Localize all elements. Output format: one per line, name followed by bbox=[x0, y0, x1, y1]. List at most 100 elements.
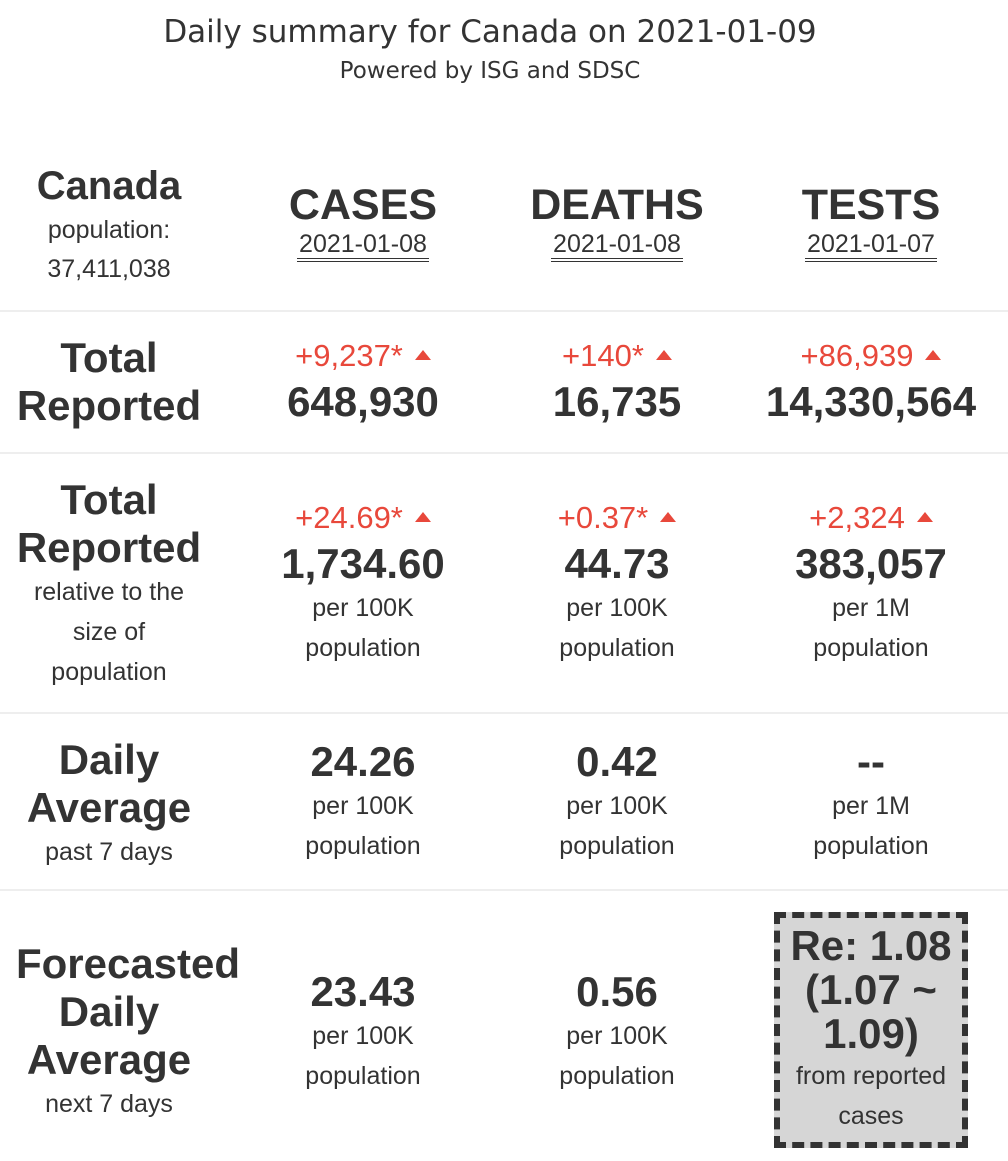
unit-text: per 1M bbox=[832, 594, 910, 622]
row-divider bbox=[0, 452, 1008, 454]
unit-text: population bbox=[305, 832, 421, 860]
tests-daily-average-value: -- bbox=[857, 738, 885, 785]
unit-text: population bbox=[813, 832, 929, 860]
unit-text: per 1M bbox=[832, 792, 910, 820]
deaths-relative-cell: +0.37* 44.73 per 100K population bbox=[490, 496, 744, 668]
population-label: population: bbox=[47, 216, 171, 244]
row-label-sub: size of bbox=[72, 618, 146, 646]
cases-date: 2021-01-08 bbox=[297, 230, 429, 262]
unit-text: population bbox=[559, 1062, 675, 1090]
re-range-start: (1.07 ~ bbox=[805, 966, 937, 1013]
row-label-line: Daily bbox=[58, 736, 160, 783]
tests-total-value: 14,330,564 bbox=[765, 378, 977, 425]
triangle-up-icon bbox=[925, 349, 942, 360]
row-label-line: Average bbox=[26, 784, 192, 831]
row-label-line: Reported bbox=[16, 524, 202, 571]
delta-text: +0.37* bbox=[557, 500, 649, 535]
tests-total-delta: +86,939 bbox=[744, 334, 998, 378]
deaths-relative-value: 44.73 bbox=[564, 540, 670, 587]
row-label-sub: next 7 days bbox=[45, 1090, 173, 1118]
cases-total-delta: +9,237* bbox=[236, 334, 490, 378]
delta-text: +2,324 bbox=[809, 500, 905, 535]
cases-forecast-value: 23.43 bbox=[310, 968, 416, 1015]
deaths-total-delta: +140* bbox=[490, 334, 744, 378]
triangle-up-icon bbox=[414, 349, 431, 360]
deaths-relative-delta: +0.37* bbox=[490, 496, 744, 540]
daily-average-label: Daily Average past 7 days bbox=[0, 736, 218, 872]
deaths-forecast-value: 0.56 bbox=[576, 968, 658, 1015]
unit-text: per 100K bbox=[312, 792, 414, 820]
unit-text: population bbox=[559, 832, 675, 860]
cases-relative-cell: +24.69* 1,734.60 per 100K population bbox=[236, 496, 490, 668]
population-value: 37,411,038 bbox=[47, 255, 171, 283]
tests-column-header: TESTS 2021-01-07 bbox=[744, 180, 998, 262]
cases-header: CASES bbox=[288, 181, 438, 229]
tests-relative-cell: +2,324 383,057 per 1M population bbox=[744, 496, 998, 668]
delta-text: +24.69* bbox=[295, 500, 403, 535]
re-estimate-box: Re: 1.08 (1.07 ~ 1.09) from reported cas… bbox=[774, 912, 968, 1148]
relative-label: Total Reported relative to the size of p… bbox=[0, 476, 218, 692]
unit-text: per 100K bbox=[566, 792, 668, 820]
page-title: Daily summary for Canada on 2021-01-09 bbox=[163, 14, 817, 50]
triangle-up-icon bbox=[655, 349, 672, 360]
tests-relative-delta: +2,324 bbox=[744, 496, 998, 540]
tests-relative-value: 383,057 bbox=[795, 540, 947, 587]
unit-text: population bbox=[813, 634, 929, 662]
unit-text: per 100K bbox=[566, 1022, 668, 1050]
cases-daily-average-value: 24.26 bbox=[310, 738, 416, 785]
row-label-line: Forecasted bbox=[15, 940, 241, 987]
page-subtitle: Powered by ISG and SDSC bbox=[339, 58, 641, 84]
unit-text: population bbox=[559, 634, 675, 662]
deaths-total-value: 16,735 bbox=[552, 378, 682, 425]
cases-total-cell: +9,237* 648,930 bbox=[236, 334, 490, 426]
deaths-forecast-cell: 0.56 per 100K population bbox=[490, 968, 744, 1096]
re-source-line2: cases bbox=[838, 1102, 904, 1130]
triangle-up-icon bbox=[414, 511, 431, 522]
deaths-header: DEATHS bbox=[530, 181, 704, 229]
forecast-label: Forecasted bbox=[0, 940, 256, 988]
row-divider bbox=[0, 310, 1008, 312]
cases-total-value: 648,930 bbox=[287, 378, 439, 425]
re-range-end: 1.09) bbox=[823, 1010, 919, 1057]
region-name: Canada bbox=[36, 164, 182, 208]
row-label-sub: past 7 days bbox=[45, 838, 173, 866]
row-label-sub: population bbox=[51, 658, 167, 686]
triangle-up-icon bbox=[916, 511, 933, 522]
deaths-daily-average-cell: 0.42 per 100K population bbox=[490, 738, 744, 866]
row-label-sub: relative to the bbox=[33, 578, 185, 606]
row-divider bbox=[0, 712, 1008, 714]
re-value: Re: 1.08 bbox=[790, 922, 952, 969]
deaths-total-cell: +140* 16,735 bbox=[490, 334, 744, 426]
cases-column-header: CASES 2021-01-08 bbox=[236, 180, 490, 262]
row-label-line: Total bbox=[60, 476, 158, 523]
deaths-date: 2021-01-08 bbox=[551, 230, 683, 262]
unit-text: per 100K bbox=[312, 1022, 414, 1050]
tests-header: TESTS bbox=[801, 181, 941, 229]
cases-daily-average-cell: 24.26 per 100K population bbox=[236, 738, 490, 866]
cases-relative-delta: +24.69* bbox=[236, 496, 490, 540]
row-label-line: Total bbox=[60, 334, 158, 381]
delta-text: +9,237* bbox=[295, 338, 403, 373]
region-header: Canada population: 37,411,038 bbox=[0, 162, 218, 288]
cases-forecast-cell: 23.43 per 100K population bbox=[236, 968, 490, 1096]
unit-text: population bbox=[305, 634, 421, 662]
row-label-line: Average bbox=[26, 1036, 192, 1083]
forecast-label-rest: Daily Average next 7 days bbox=[0, 988, 218, 1124]
row-label-line: Reported bbox=[16, 382, 202, 429]
unit-text: per 100K bbox=[312, 594, 414, 622]
delta-text: +140* bbox=[562, 338, 644, 373]
unit-text: population bbox=[305, 1062, 421, 1090]
triangle-up-icon bbox=[660, 511, 677, 522]
delta-text: +86,939 bbox=[800, 338, 914, 373]
row-label-line: Daily bbox=[58, 988, 160, 1035]
unit-text: per 100K bbox=[566, 594, 668, 622]
tests-date: 2021-01-07 bbox=[805, 230, 937, 262]
cases-relative-value: 1,734.60 bbox=[281, 540, 445, 587]
row-divider bbox=[0, 889, 1008, 891]
re-source-line1: from reported bbox=[795, 1062, 947, 1090]
deaths-column-header: DEATHS 2021-01-08 bbox=[490, 180, 744, 262]
tests-daily-average-cell: -- per 1M population bbox=[744, 738, 998, 866]
total-reported-label: Total Reported bbox=[0, 334, 218, 430]
deaths-daily-average-value: 0.42 bbox=[576, 738, 658, 785]
tests-total-cell: +86,939 14,330,564 bbox=[744, 334, 998, 426]
